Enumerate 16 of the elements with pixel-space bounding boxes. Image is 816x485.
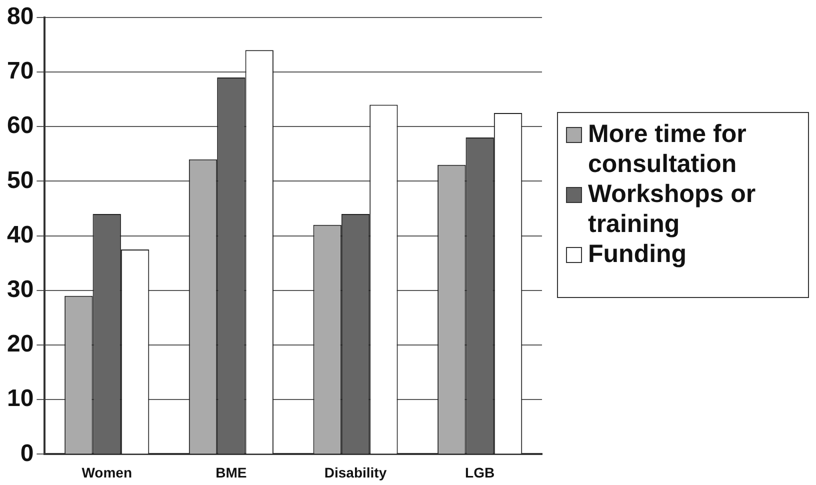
- x-tick-label: BME: [216, 464, 247, 480]
- y-tick-label: 40: [6, 221, 34, 248]
- y-tick-label: 20: [6, 330, 34, 358]
- y-tick-label: 30: [6, 276, 34, 304]
- y-tick-label: 0: [20, 440, 34, 467]
- x-tick-label: LGB: [465, 464, 495, 480]
- y-tick-label: 70: [6, 58, 34, 85]
- legend-label: More time for consultation: [588, 119, 748, 179]
- y-tick-label: 80: [6, 3, 34, 30]
- y-tick-label: 10: [6, 385, 34, 412]
- legend-label: Workshops or training: [588, 179, 757, 239]
- text: Funding: [588, 239, 687, 269]
- x-tick-label: Disability: [324, 464, 387, 480]
- y-tick-label: 60: [6, 112, 34, 140]
- x-tick-label: Women: [82, 464, 132, 480]
- y-tick-label: 50: [6, 166, 34, 194]
